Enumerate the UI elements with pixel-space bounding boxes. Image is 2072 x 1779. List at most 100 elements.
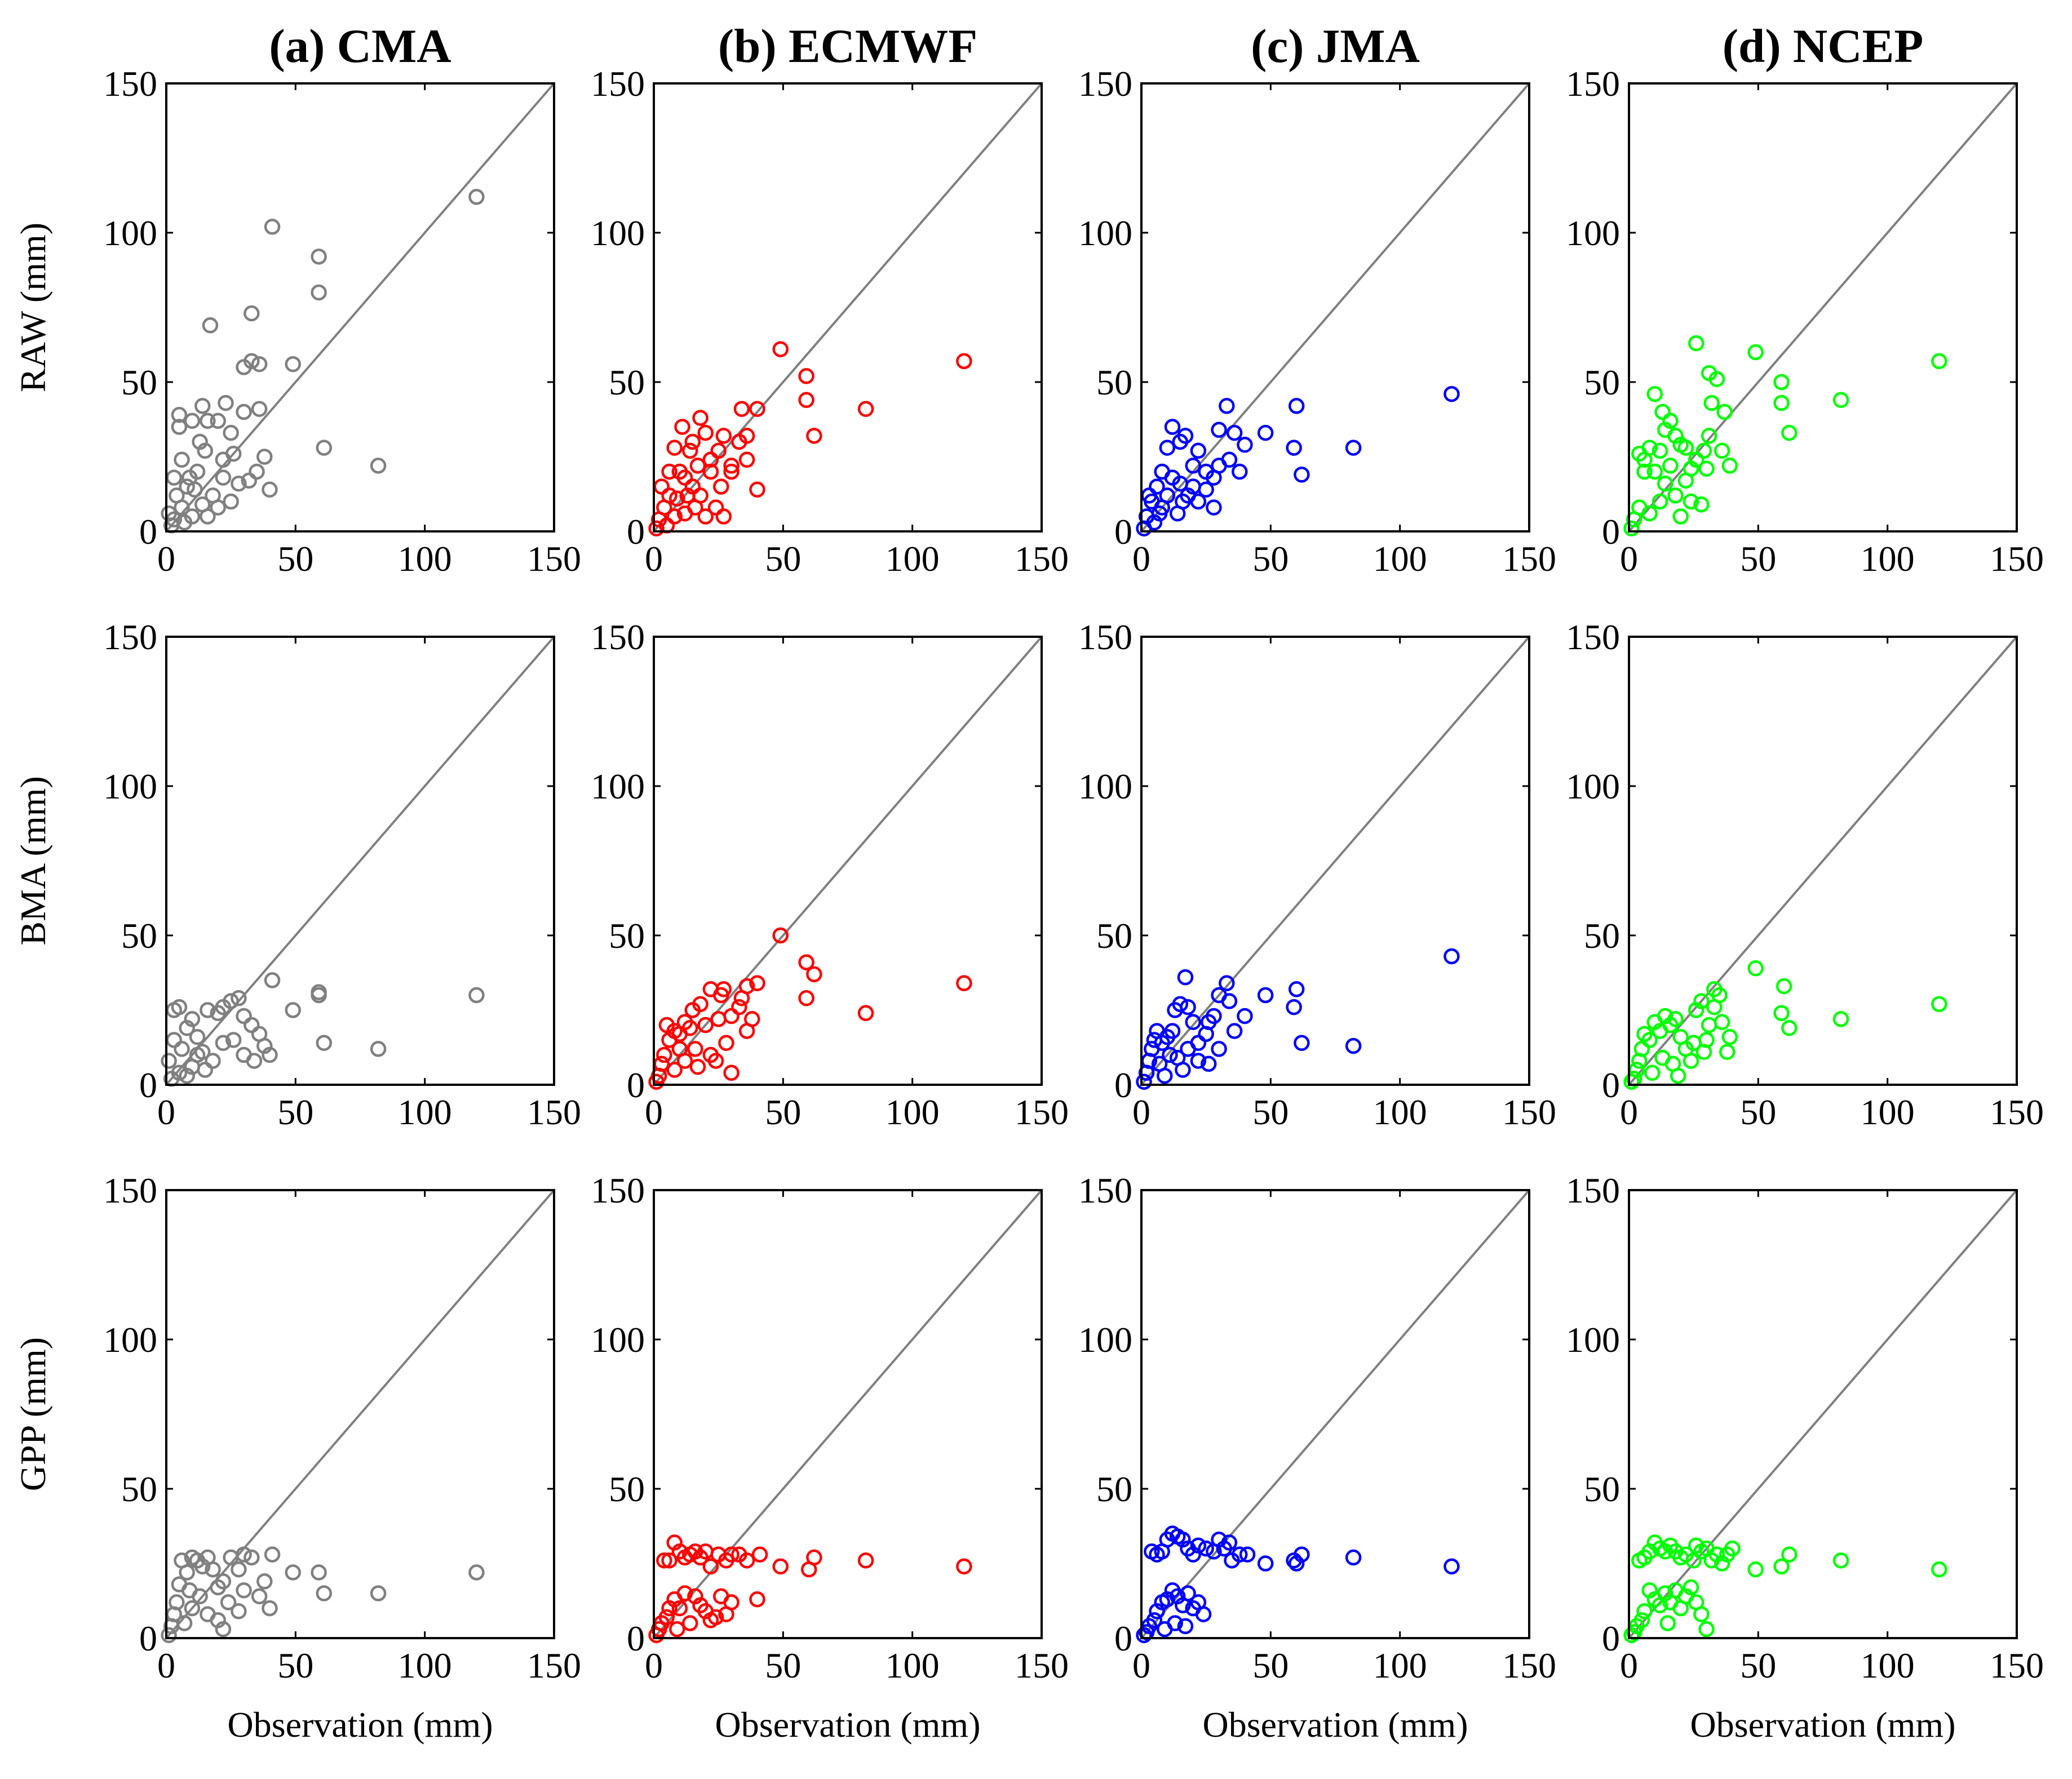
x-tick-label: 0	[1132, 539, 1150, 579]
data-point	[243, 1549, 260, 1566]
panel-raw-cma: 0 50 100 150 0 50 100 150	[103, 64, 581, 579]
data-point	[707, 499, 724, 516]
x-tick-label: 100	[1861, 1092, 1915, 1132]
x-axis-label: Observation (mm)	[1690, 1705, 1956, 1745]
x-tick-label: 100	[398, 1092, 452, 1132]
data-point	[1747, 344, 1764, 361]
data-point	[1232, 463, 1248, 480]
data-point	[215, 469, 232, 486]
data-point	[1683, 1053, 1699, 1069]
data-point	[231, 1561, 247, 1578]
data-point	[674, 419, 690, 435]
data-point	[316, 1585, 333, 1601]
data-point	[710, 442, 727, 459]
data-point	[1286, 1552, 1302, 1569]
data-point	[661, 1552, 678, 1569]
data-point	[806, 966, 822, 983]
data-point	[225, 445, 242, 462]
data-point	[200, 1002, 216, 1018]
data-point	[1667, 487, 1684, 504]
data-point	[1257, 1555, 1274, 1572]
data-point	[311, 1564, 327, 1581]
data-point	[231, 990, 247, 1006]
x-tick-label: 100	[886, 539, 940, 579]
data-point	[1294, 467, 1310, 483]
data-point	[656, 1046, 672, 1063]
row-label: GPP (mm)	[13, 1337, 53, 1491]
data-point	[956, 1558, 972, 1575]
x-tick-label: 0	[1620, 539, 1638, 579]
x-tick-label: 100	[1861, 539, 1915, 579]
data-point	[1136, 520, 1152, 536]
panel-raw-ncep: 0 50 100 150 0 50 100 150	[1566, 64, 2044, 579]
data-point	[243, 305, 260, 322]
data-point	[1670, 1067, 1686, 1084]
data-point	[1683, 493, 1699, 510]
data-point	[702, 1612, 719, 1629]
data-point	[161, 1053, 177, 1069]
y-tick-label: 50	[609, 916, 645, 956]
data-point	[1175, 1062, 1191, 1078]
data-point	[702, 451, 719, 468]
data-point	[666, 440, 683, 456]
data-point	[171, 407, 188, 423]
data-point	[1706, 999, 1723, 1015]
data-point	[1631, 1552, 1648, 1569]
data-point	[1294, 1035, 1310, 1052]
one-to-one-line	[165, 82, 555, 533]
data-point	[1206, 1543, 1222, 1560]
data-point	[1644, 1064, 1661, 1081]
y-tick-label: 0	[627, 1618, 645, 1658]
data-point	[1198, 463, 1214, 480]
x-axis-label: Observation (mm)	[715, 1705, 981, 1745]
data-point	[1345, 440, 1362, 456]
data-point	[723, 1064, 740, 1081]
y-tick-label: 0	[1114, 1065, 1132, 1105]
data-point	[1345, 1549, 1362, 1566]
data-point	[681, 442, 698, 459]
y-tick-label: 50	[121, 916, 157, 956]
x-tick-label: 150	[1015, 1092, 1069, 1132]
data-point	[249, 463, 265, 480]
data-point	[1162, 1046, 1178, 1063]
axes-box	[1628, 636, 2018, 1086]
data-point	[210, 412, 226, 429]
data-point	[1198, 481, 1214, 498]
data-point	[1641, 505, 1658, 522]
data-point	[1226, 424, 1243, 441]
data-point	[285, 1002, 301, 1018]
y-tick-label: 50	[1096, 362, 1132, 402]
data-point	[1157, 1621, 1173, 1638]
data-point	[1219, 398, 1235, 414]
data-point	[1175, 493, 1191, 510]
y-tick-label: 0	[1602, 1065, 1620, 1105]
y-tick-label: 0	[139, 512, 157, 552]
data-point	[669, 490, 685, 507]
one-to-one-line	[653, 636, 1043, 1086]
data-point	[1688, 1537, 1704, 1554]
data-point	[184, 412, 201, 429]
data-point	[1698, 1621, 1715, 1638]
data-point	[658, 1017, 675, 1033]
data-point	[738, 451, 755, 468]
data-point	[262, 1600, 278, 1617]
y-tick-label: 50	[1584, 916, 1620, 956]
data-point	[1636, 1026, 1653, 1042]
data-point	[181, 469, 198, 486]
data-point	[1146, 1032, 1163, 1048]
data-point	[1672, 508, 1689, 525]
data-point	[733, 990, 750, 1006]
data-point	[468, 189, 485, 205]
x-tick-label: 0	[157, 1092, 175, 1132]
data-point	[316, 1035, 333, 1052]
data-point	[749, 975, 765, 992]
data-point	[264, 219, 281, 235]
data-point	[1931, 996, 1947, 1013]
data-point	[956, 975, 972, 992]
data-point	[666, 508, 683, 525]
data-point	[1180, 1041, 1196, 1057]
panel-gpp-jma: 0 50 100 150 0 50 100 150 Observation (mm)	[1078, 1170, 1556, 1745]
data-point	[723, 458, 740, 474]
data-point	[468, 1564, 485, 1581]
one-to-one-line	[1140, 82, 1530, 533]
